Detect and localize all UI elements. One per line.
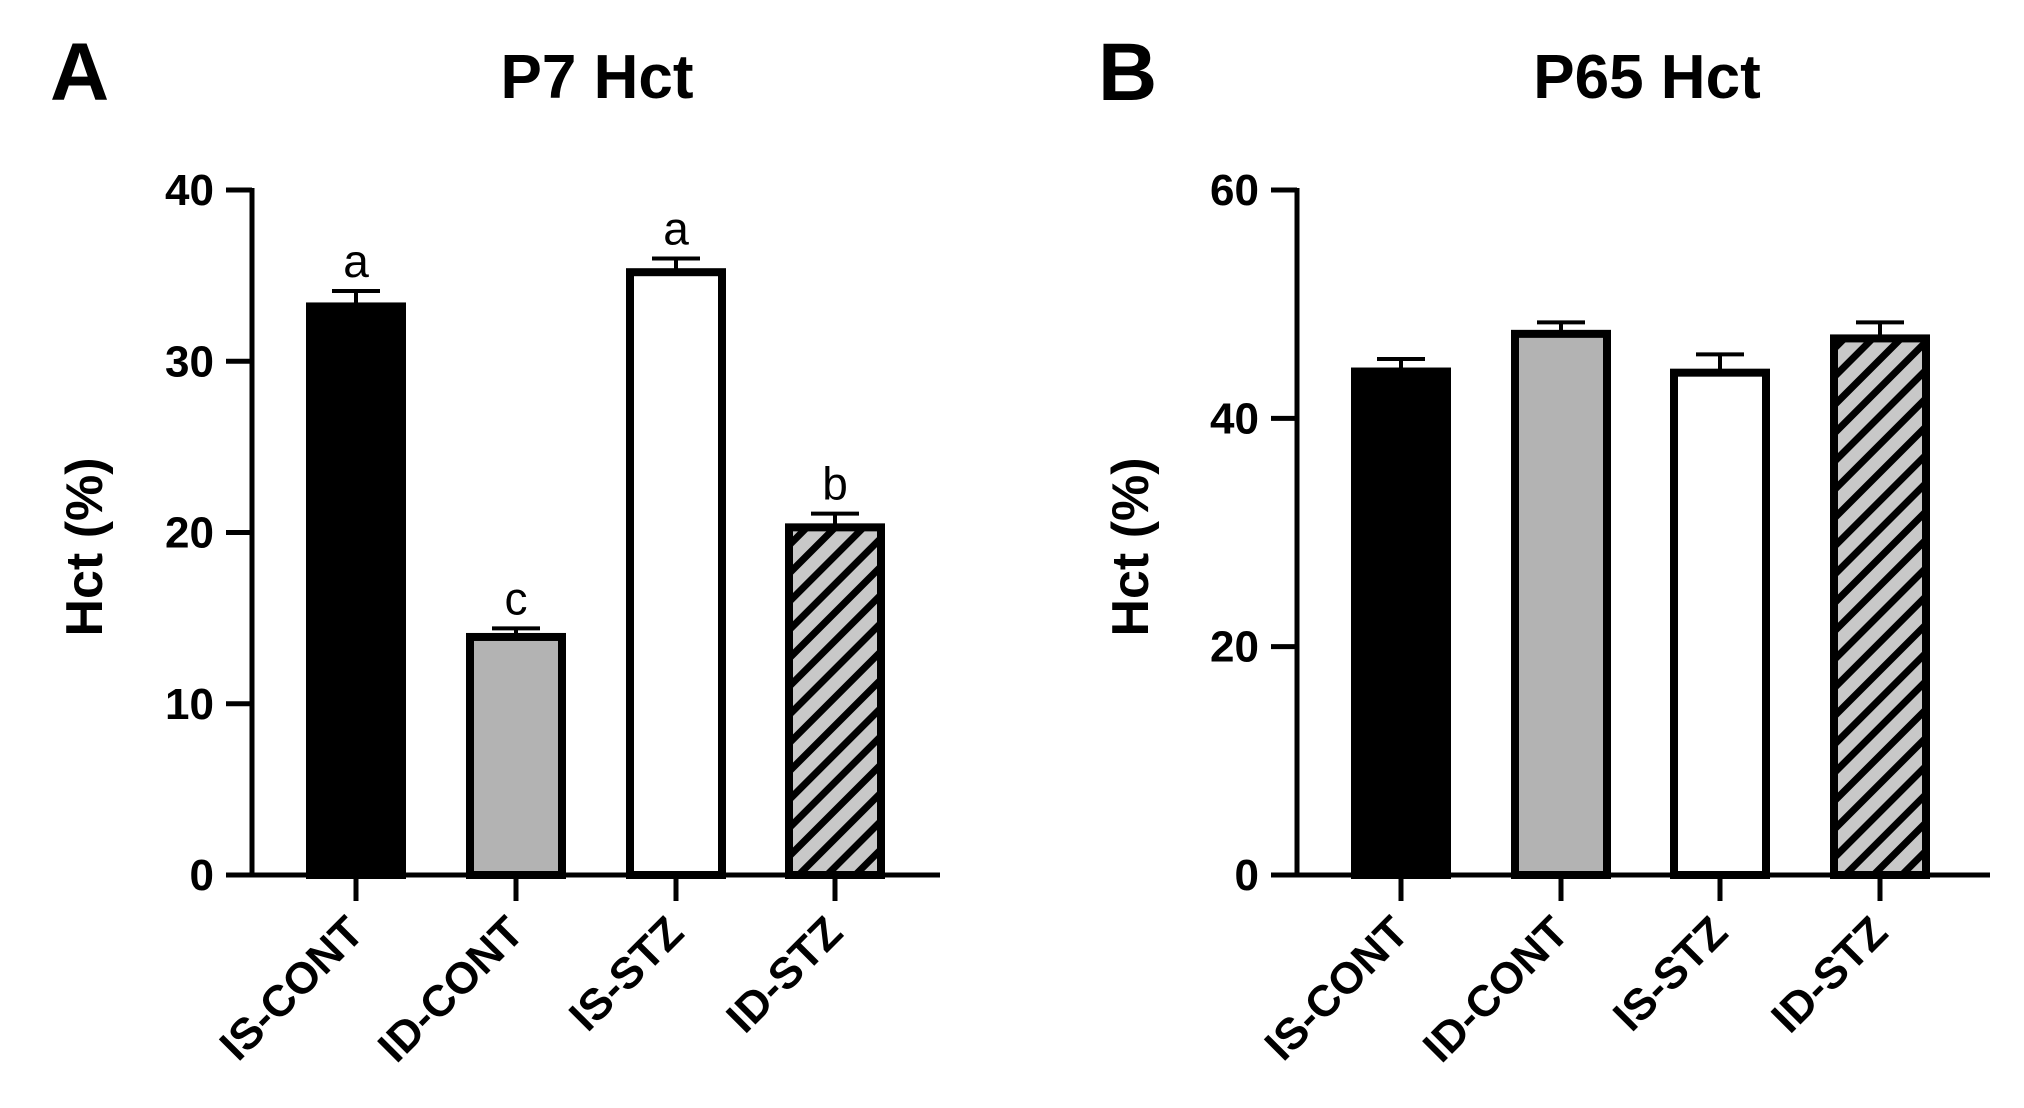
panel-a-sig-letter: a xyxy=(343,235,369,287)
panel-a-xtick-label: IS-STZ xyxy=(560,907,693,1040)
panel-a-sig-letter: b xyxy=(822,458,848,510)
panel-b-ytick-label: 20 xyxy=(1210,623,1259,672)
panel-a-ytick-label: 30 xyxy=(165,337,214,386)
panel-a-sig-letter: a xyxy=(663,203,689,255)
panel-a-bar-is-cont xyxy=(306,302,406,879)
panel-b-bar-id-stz xyxy=(1830,334,1930,879)
panel-a-plot: 0 10 20 30 40 a IS-CONT c ID-CONT a IS-STZ b ID-STZ xyxy=(165,166,940,1072)
panel-b-ylabel: Hct (%) xyxy=(1102,457,1160,636)
panel-a-ytick-label: 40 xyxy=(165,166,214,215)
panel-b-xtick-label: ID-STZ xyxy=(1762,907,1897,1042)
panel-a-bar-id-stz xyxy=(785,523,885,879)
panel-b-xtick-label: IS-STZ xyxy=(1604,907,1737,1040)
panel-a-sig-letter: c xyxy=(505,572,528,624)
panel-a-xtick-label: ID-CONT xyxy=(369,907,533,1071)
panel-b-ytick-label: 60 xyxy=(1210,166,1259,215)
panel-b-title: P65 Hct xyxy=(1533,43,1760,112)
panel-b-letter: B xyxy=(1098,27,1157,118)
panel-a-ytick-label: 10 xyxy=(165,680,214,729)
panel-b-xtick-label: IS-CONT xyxy=(1256,907,1419,1070)
panel-a-ytick-label: 0 xyxy=(190,851,214,900)
panel-b-bar-id-cont xyxy=(1511,329,1611,880)
panel-a-ytick-label: 20 xyxy=(165,509,214,558)
panel-b-ytick-label: 40 xyxy=(1210,394,1259,443)
panel-b-xtick-label: ID-CONT xyxy=(1414,907,1578,1071)
panel-a-xtick-label: ID-STZ xyxy=(717,907,852,1042)
panel-a-ylabel: Hct (%) xyxy=(56,457,114,636)
panel-b-ytick-label: 0 xyxy=(1235,851,1259,900)
panel-b-bar-is-stz xyxy=(1670,368,1770,879)
panel-a-letter: A xyxy=(50,27,109,118)
panel-a-xtick-label: IS-CONT xyxy=(211,907,374,1070)
panel-a-bar-is-stz xyxy=(626,268,726,879)
panel-a-title: P7 Hct xyxy=(501,43,694,112)
panel-a-bar-id-cont xyxy=(466,632,566,880)
panel-b-bar-is-cont xyxy=(1351,367,1451,879)
